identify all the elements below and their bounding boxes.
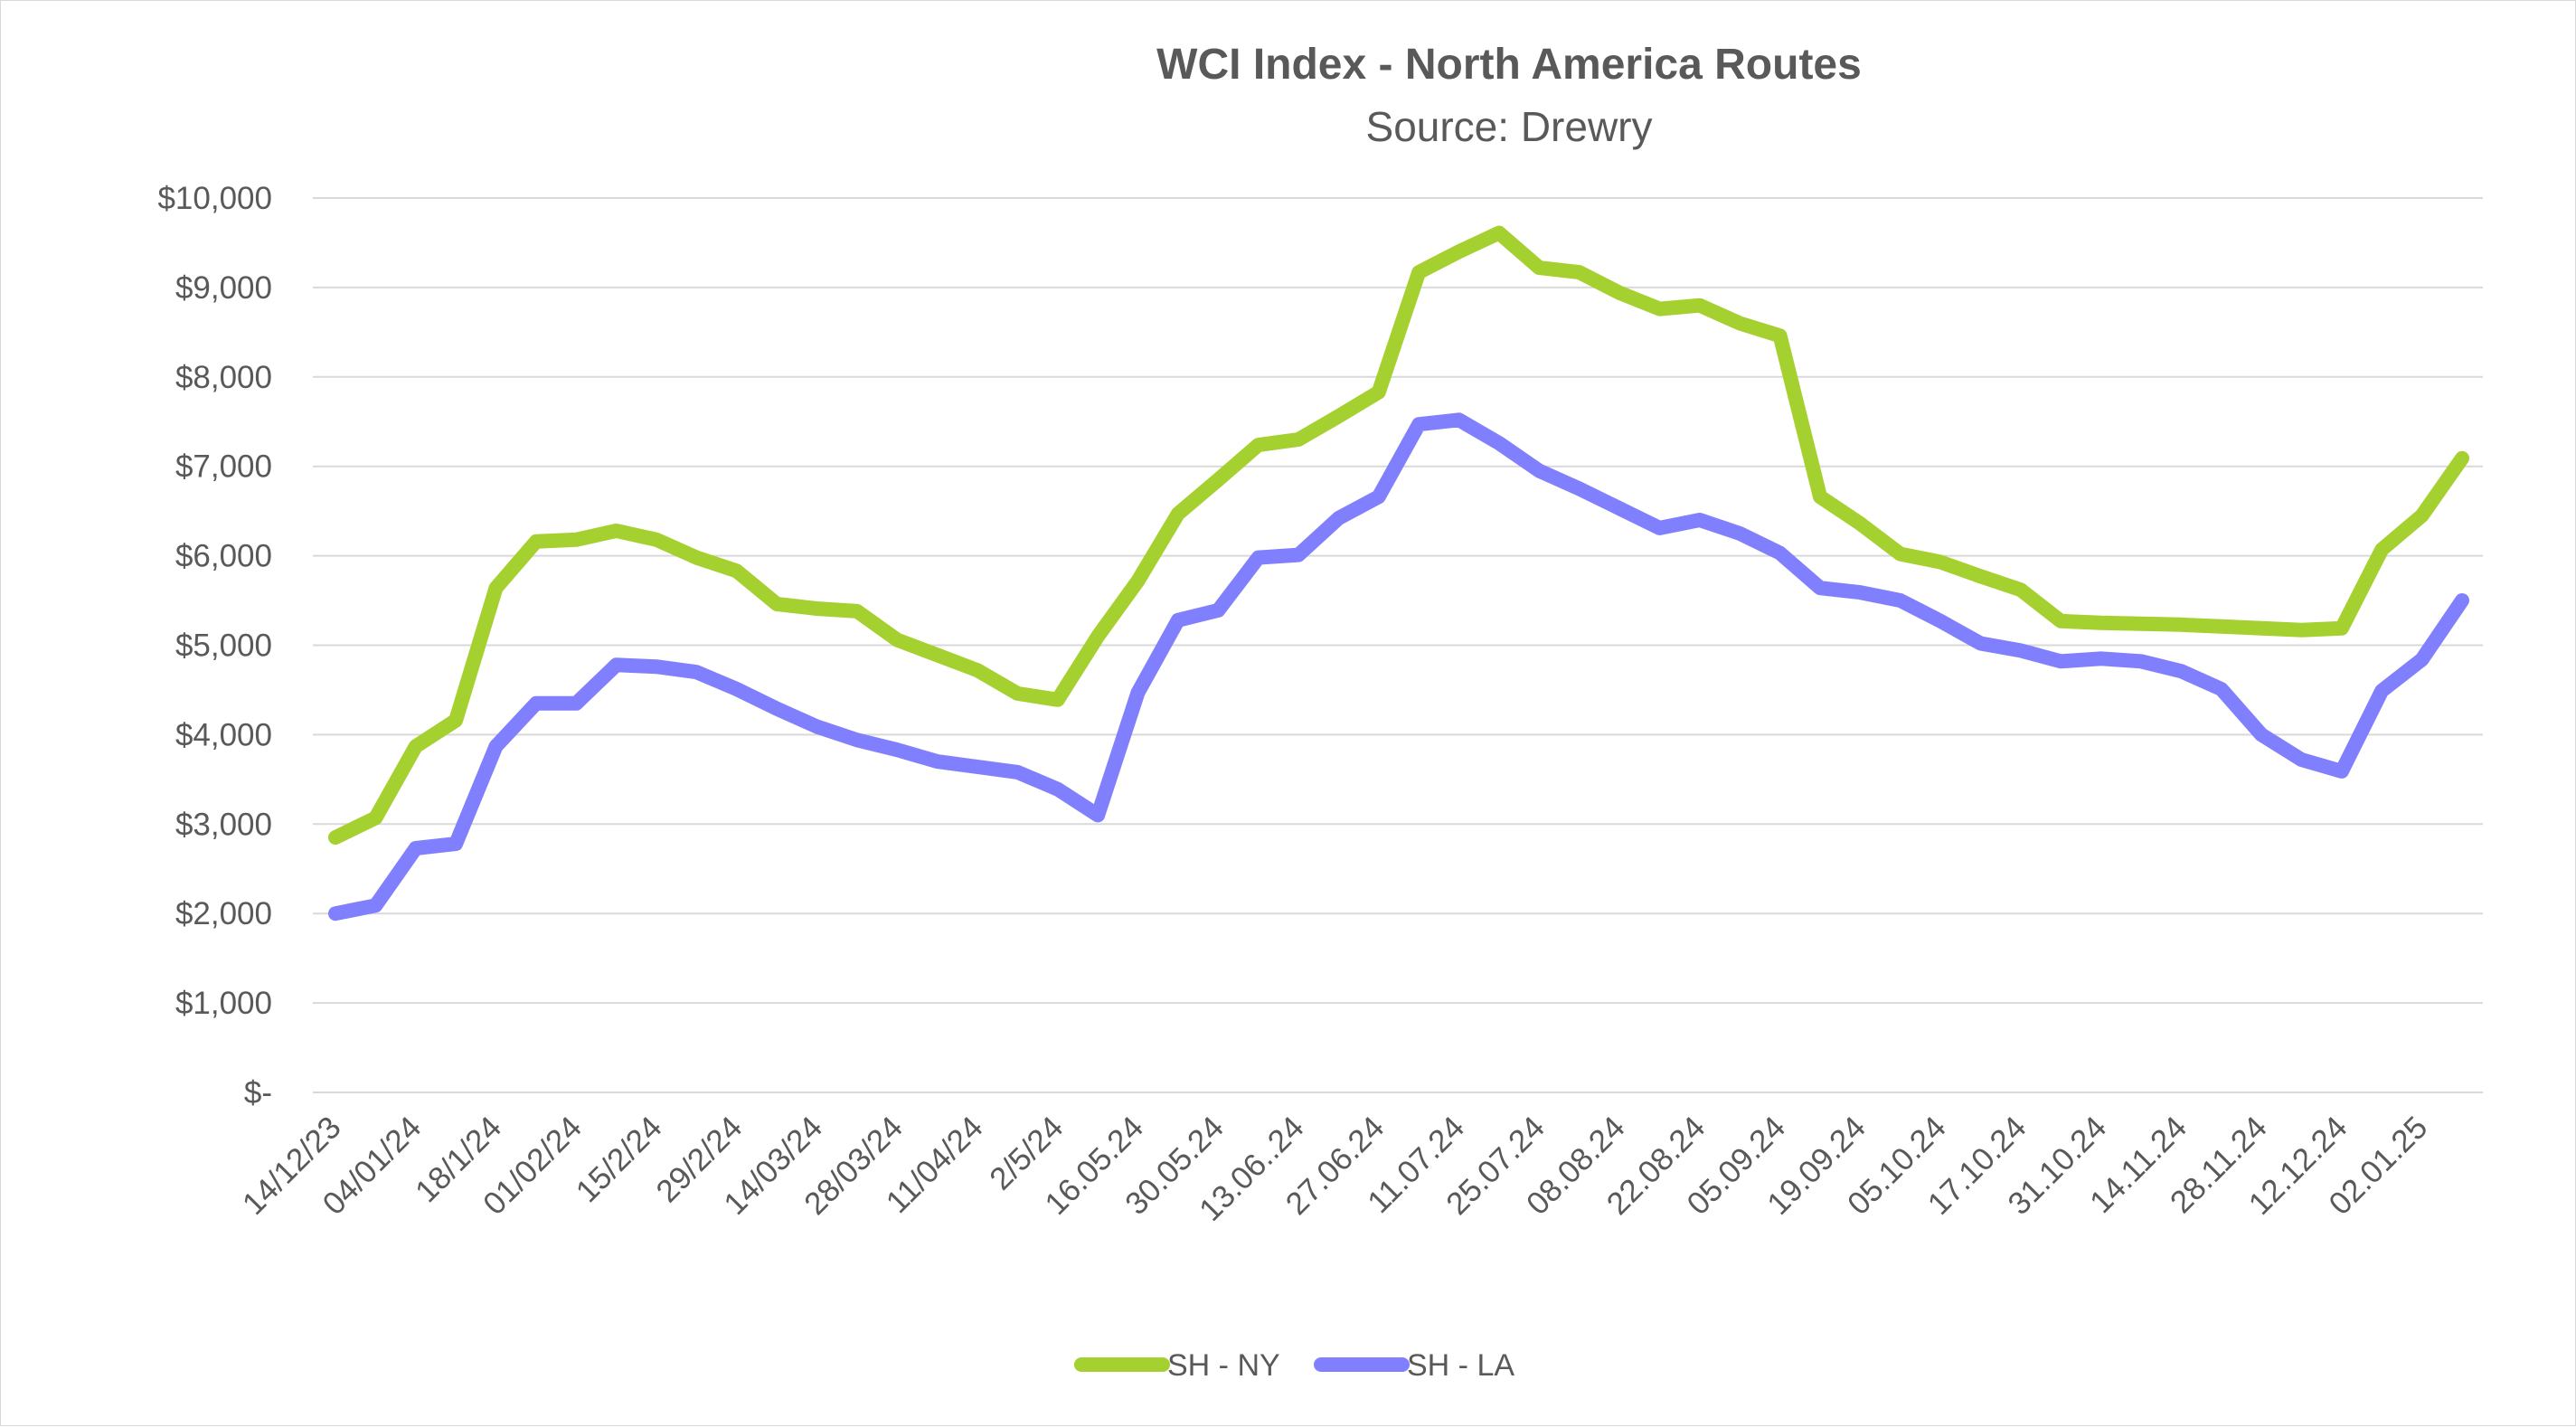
y-tick-label: $10,000 (157, 181, 272, 216)
series-line-sh-ny (328, 225, 2469, 846)
gridlines (313, 197, 2483, 1093)
series-lines (328, 225, 2469, 921)
y-tick-label: $4,000 (175, 717, 272, 752)
chart-subtitle: Source: Drewry (1366, 103, 1653, 150)
legend-item: SH - NY (1074, 1348, 1280, 1383)
legend-item: SH - LA (1314, 1348, 1514, 1383)
y-tick-label: $3,000 (175, 807, 272, 842)
y-tick-label: $7,000 (175, 449, 272, 485)
legend-label: SH - NY (1167, 1348, 1280, 1383)
y-tick-label: $9,000 (175, 270, 272, 306)
legend: SH - NY SH - LA (1074, 1348, 1514, 1383)
legend-label: SH - LA (1407, 1348, 1514, 1383)
y-axis-tick-labels: $- $1,000 $2,000 $3,000 $4,000 $5,000 $6,000 $7… (157, 181, 272, 1110)
y-tick-label: $1,000 (175, 986, 272, 1021)
series-line-sh-la (328, 412, 2469, 921)
chart-title: WCI Index - North America Routes (1156, 41, 1862, 89)
y-tick-label: $5,000 (175, 628, 272, 664)
y-tick-label: $2,000 (175, 896, 272, 931)
y-tick-label: $6,000 (175, 539, 272, 574)
y-tick-label: $8,000 (175, 360, 272, 395)
x-axis-tick-labels: 14/12/2304/01/2418/1/2401/02/2415/2/2429… (236, 1110, 2435, 1228)
x-tick-label: 15/2/24 (570, 1110, 669, 1209)
y-tick-label: $- (244, 1075, 272, 1110)
